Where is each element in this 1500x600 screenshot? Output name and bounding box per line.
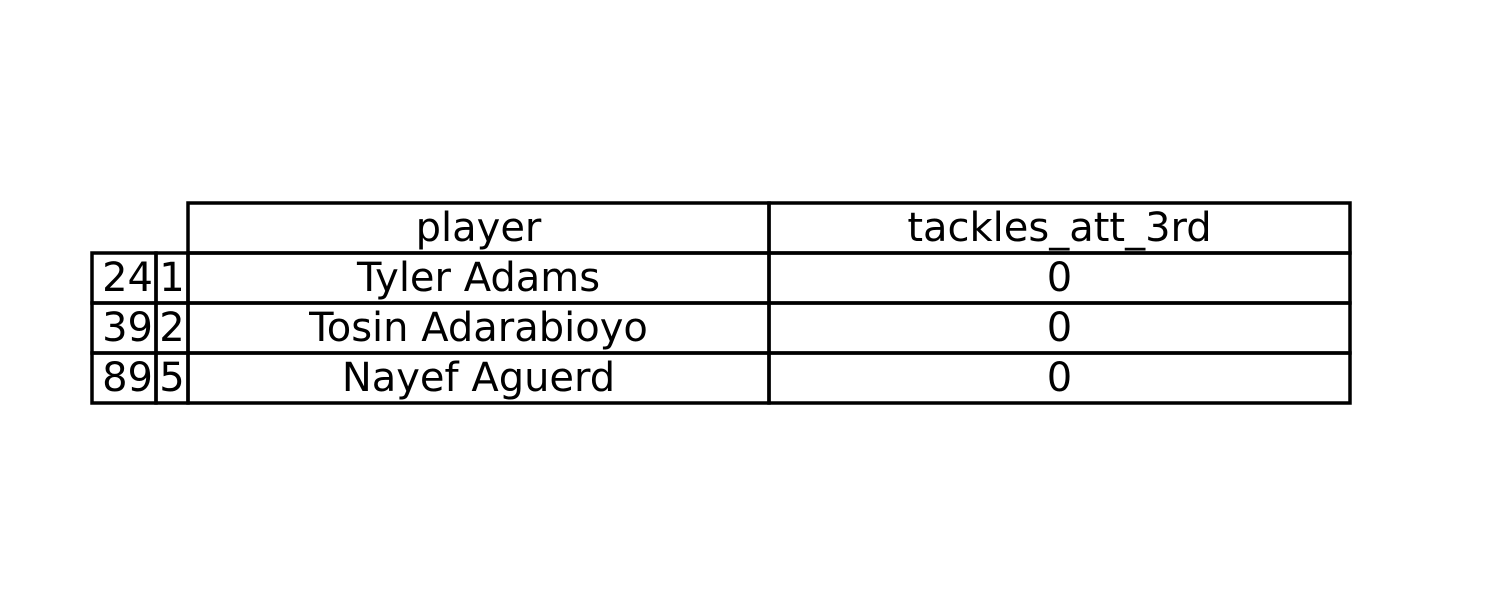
table-cell [767,351,1352,405]
column-header: player [416,205,542,251]
row-index: 89 [102,355,153,401]
table-text-layer: player tackles_att_3rd 24 1 Tyler Adams 0 39 2 T… [102,205,1212,401]
player-name: Nayef Aguerd [342,355,615,401]
tackles-value: 0 [1047,255,1072,301]
player-name: Tosin Adarabioyo [308,305,648,351]
row-index: 24 [102,255,153,301]
row-rank: 5 [159,355,184,401]
row-rank: 1 [159,255,184,301]
column-header: tackles_att_3rd [907,205,1211,251]
tackles-value: 0 [1047,305,1072,351]
player-name: Tyler Adams [356,255,600,301]
tackles-value: 0 [1047,355,1072,401]
table-grid [90,201,1352,405]
row-rank: 2 [159,305,184,351]
row-index: 39 [102,305,153,351]
